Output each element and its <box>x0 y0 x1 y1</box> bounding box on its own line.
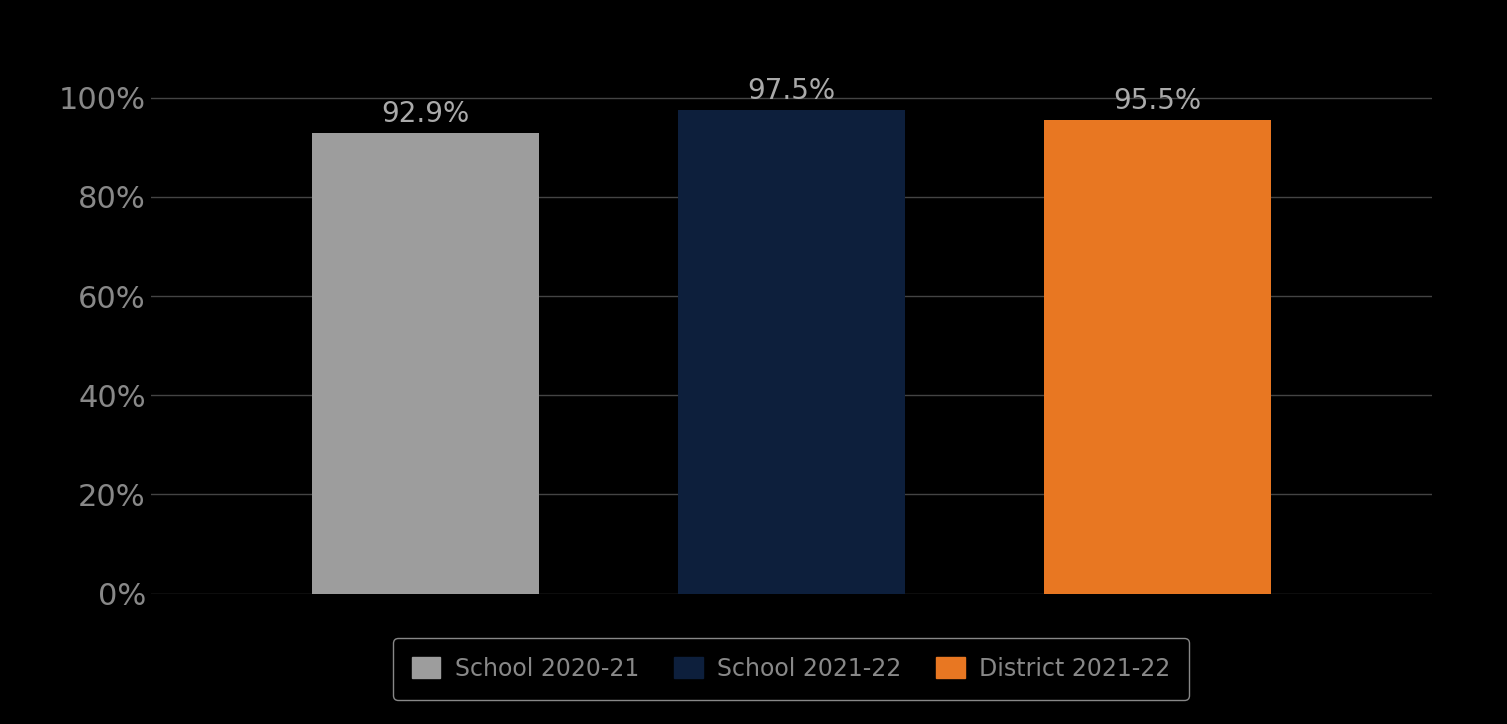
Text: 92.9%: 92.9% <box>381 100 469 128</box>
Bar <box>1044 120 1270 594</box>
Bar <box>312 132 538 594</box>
Text: 97.5%: 97.5% <box>747 77 835 105</box>
Legend: School 2020-21, School 2021-22, District 2021-22: School 2020-21, School 2021-22, District… <box>393 638 1189 699</box>
Text: 95.5%: 95.5% <box>1114 87 1201 115</box>
Bar <box>678 110 904 594</box>
